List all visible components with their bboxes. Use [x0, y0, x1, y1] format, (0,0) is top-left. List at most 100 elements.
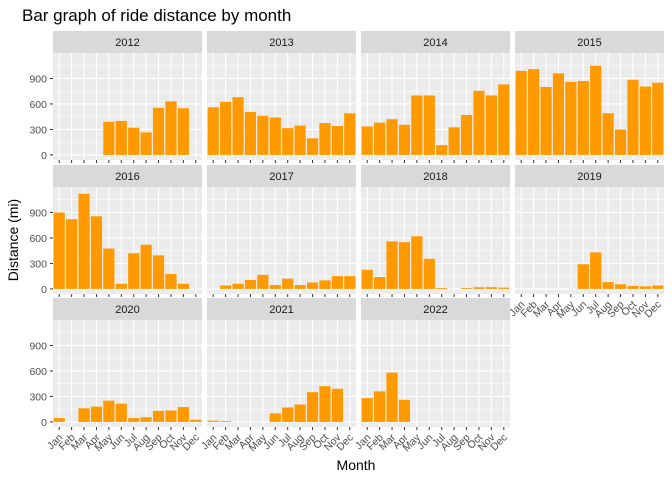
facet-panels: 2012 0 300 600 900 2013 2014 2015 2016 0 300 600 900… [29, 31, 664, 454]
facet-strip-label: 2015 [577, 37, 601, 49]
bar-2017-Aug [294, 285, 306, 289]
bar-2013-Dec [344, 113, 356, 155]
y-tick-label: 300 [29, 391, 47, 403]
bar-2020-Jul [128, 418, 140, 422]
bar-2012-May [103, 121, 115, 155]
bar-2021-Aug [294, 404, 306, 422]
facet-strip-label: 2012 [115, 37, 139, 49]
bar-2019-Jul [590, 252, 602, 289]
bar-2015-Dec [652, 82, 664, 155]
bar-2016-Oct [165, 274, 177, 289]
facet-panel-2016: 2016 0 300 600 900 [29, 165, 202, 297]
facet-panel-2012: 2012 0 300 600 900 [29, 31, 202, 163]
y-tick-label: 0 [41, 284, 47, 296]
bar-2016-Sep [152, 255, 165, 289]
y-tick-label: 600 [29, 99, 47, 111]
bar-2017-Oct [319, 280, 331, 289]
facet-strip [207, 31, 356, 53]
bar-2013-Sep [306, 138, 319, 155]
y-tick-label: 600 [29, 233, 47, 245]
bar-2017-Mar [232, 283, 244, 289]
bar-2022-Feb [374, 391, 386, 422]
bar-2020-Oct [165, 410, 177, 422]
y-tick-label: 0 [41, 150, 47, 162]
bar-2012-Sep [152, 107, 165, 155]
bar-2015-Aug [602, 113, 614, 155]
facet-strip-label: 2013 [269, 37, 293, 49]
bar-2017-Sep [306, 282, 319, 289]
bar-2020-Sep [152, 410, 165, 422]
y-tick-label: 0 [41, 417, 47, 429]
bar-2013-Oct [319, 123, 331, 155]
bar-2019-Jun [577, 264, 589, 289]
bar-2014-Aug [448, 127, 460, 155]
bar-2015-Jul [590, 65, 602, 155]
facet-strip-label: 2014 [423, 37, 447, 49]
facet-strip [53, 298, 202, 320]
facet-strip [361, 298, 510, 320]
bar-2016-Jan [53, 212, 65, 289]
bar-2018-Oct [473, 287, 485, 289]
bar-2021-Jul [282, 407, 294, 422]
facet-strip [361, 165, 510, 187]
bar-2013-Jul [282, 128, 294, 155]
bar-2022-Jan [361, 398, 373, 422]
bar-2018-Jun [423, 258, 435, 289]
bar-2020-Jun [115, 403, 127, 422]
bar-2015-May [565, 81, 577, 155]
bar-2017-Feb [220, 285, 232, 289]
x-axis-title: Month [337, 457, 376, 473]
bar-2014-Oct [473, 90, 485, 155]
bar-2013-Aug [294, 125, 306, 155]
bar-2020-Mar [78, 408, 90, 422]
panel-background [515, 187, 664, 294]
facet-strip [515, 165, 664, 187]
bar-2014-Dec [498, 84, 510, 155]
bar-2018-Dec [498, 287, 510, 289]
facet-panel-2018: 2018 [361, 165, 510, 297]
bar-2014-Apr [398, 124, 411, 155]
bar-2017-Jul [282, 278, 294, 289]
y-tick-label: 900 [29, 340, 47, 352]
bar-2018-Jan [361, 269, 373, 289]
bar-2020-May [103, 400, 115, 422]
bar-2021-Feb [220, 421, 232, 422]
facet-strip-label: 2021 [269, 304, 293, 316]
y-tick-label: 300 [29, 124, 47, 136]
bar-2021-Oct [319, 386, 331, 422]
bar-2019-Dec [652, 285, 664, 289]
bar-2018-Jul [436, 288, 448, 289]
bar-2013-May [257, 115, 269, 155]
bar-2015-Feb [528, 69, 540, 155]
bar-2015-Sep [614, 129, 627, 155]
facet-strip [515, 31, 664, 53]
bar-2016-Aug [140, 244, 152, 289]
bar-2021-Jan [207, 420, 219, 422]
bar-2018-Sep [460, 288, 473, 289]
bar-2019-Oct [627, 285, 639, 289]
facet-strip-label: 2022 [423, 304, 447, 316]
bar-2014-Mar [386, 119, 398, 155]
bar-2012-Oct [165, 101, 177, 155]
bar-2014-Jun [423, 95, 435, 155]
bar-2014-Nov [485, 95, 497, 155]
bar-2019-Sep [614, 284, 627, 289]
bar-2021-Jun [269, 413, 281, 422]
bar-2013-Feb [220, 101, 232, 155]
facet-strip-label: 2019 [577, 171, 601, 183]
bar-2022-Apr [398, 399, 411, 422]
bar-2017-Jun [269, 285, 281, 289]
bar-2013-Jun [269, 117, 281, 155]
facet-panel-2020: 20200300600900JanFebMarAprMayJunJulAugSe… [29, 298, 202, 454]
y-tick-label: 900 [29, 207, 47, 219]
bar-2018-Feb [374, 277, 386, 289]
bar-2013-Mar [232, 97, 244, 155]
bar-2013-Apr [244, 112, 257, 155]
bar-2012-Aug [140, 132, 152, 155]
bar-2012-Nov [177, 108, 189, 155]
bar-2018-Mar [386, 241, 398, 289]
bar-2014-May [411, 95, 423, 155]
chart-title: Bar graph of ride distance by month [22, 6, 291, 25]
